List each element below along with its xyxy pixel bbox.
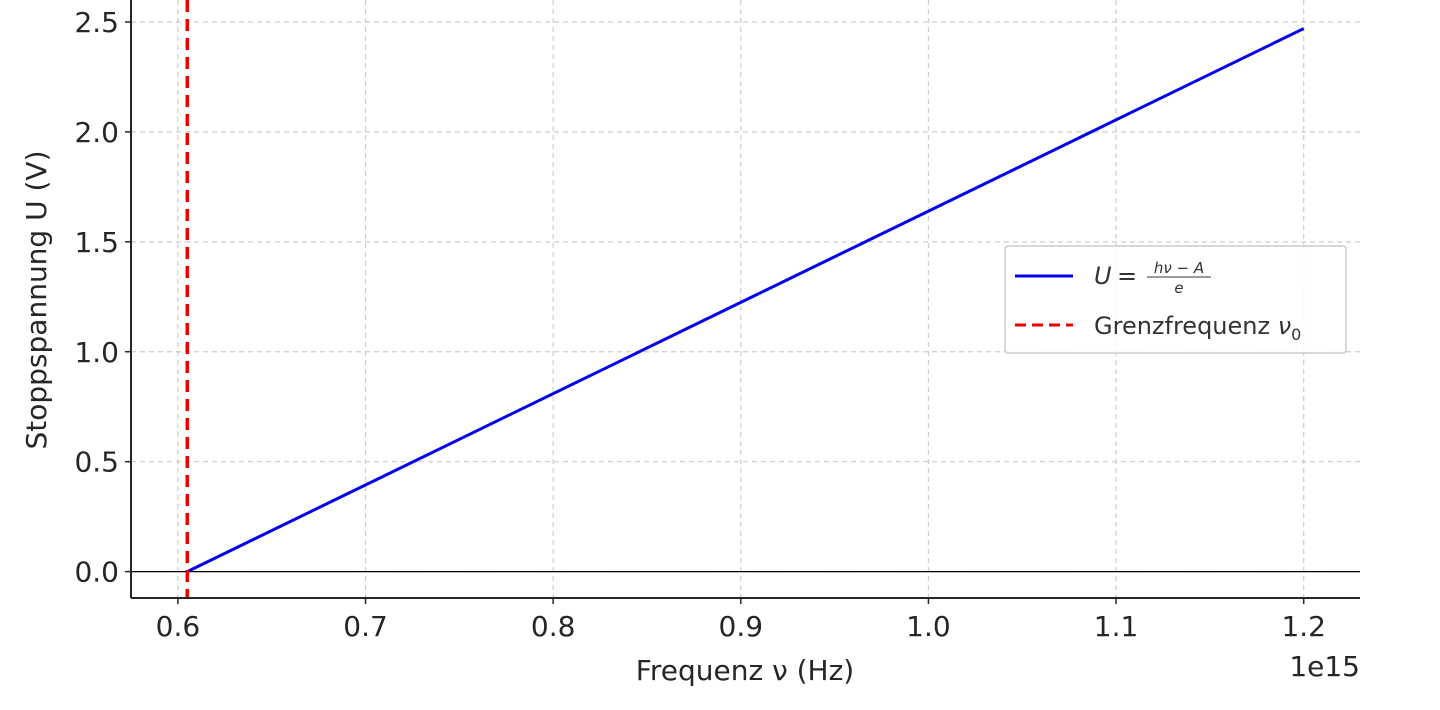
x-offset-text: 1e15 <box>1289 650 1360 683</box>
x-tick-label: 0.8 <box>531 610 576 643</box>
y-tick-label: 1.5 <box>74 226 119 259</box>
x-tick-label: 0.6 <box>156 610 201 643</box>
x-ticks: 0.6 0.7 0.8 0.9 1.0 1.1 1.2 <box>156 598 1326 643</box>
legend-cutoff-subscript: 0 <box>1291 325 1301 344</box>
y-ticks: 0.0 0.5 1.0 1.5 2.0 2.5 <box>74 6 131 589</box>
legend-cutoff-label: Grenzfrequenz ν0 <box>1094 312 1301 344</box>
y-tick-label: 0.0 <box>74 556 119 589</box>
x-tick-label: 1.2 <box>1281 610 1326 643</box>
legend-formula-numerator: hν − A <box>1154 259 1204 277</box>
y-tick-label: 2.0 <box>74 116 119 149</box>
y-tick-label: 0.5 <box>74 446 119 479</box>
legend-cutoff-text: Grenzfrequenz <box>1094 312 1278 340</box>
legend-entry-cutoff: Grenzfrequenz ν0 <box>1094 312 1301 344</box>
legend: U = hν − A e Grenzfrequenz ν0 <box>1005 246 1346 353</box>
x-tick-label: 1.1 <box>1094 610 1139 643</box>
x-tick-label: 1.0 <box>906 610 951 643</box>
x-tick-label: 0.7 <box>343 610 388 643</box>
x-axis-label: Frequenz ν (Hz) <box>636 654 854 687</box>
y-tick-label: 2.5 <box>74 6 119 39</box>
legend-formula-eq: = <box>1117 262 1137 290</box>
x-tick-label: 0.9 <box>719 610 764 643</box>
y-axis-label: Stoppspannung U (V) <box>20 150 53 449</box>
legend-formula-lhs: U <box>1094 262 1112 290</box>
legend-formula-denominator: e <box>1174 279 1183 297</box>
y-tick-label: 1.0 <box>74 336 119 369</box>
legend-cutoff-symbol: ν <box>1278 312 1291 340</box>
